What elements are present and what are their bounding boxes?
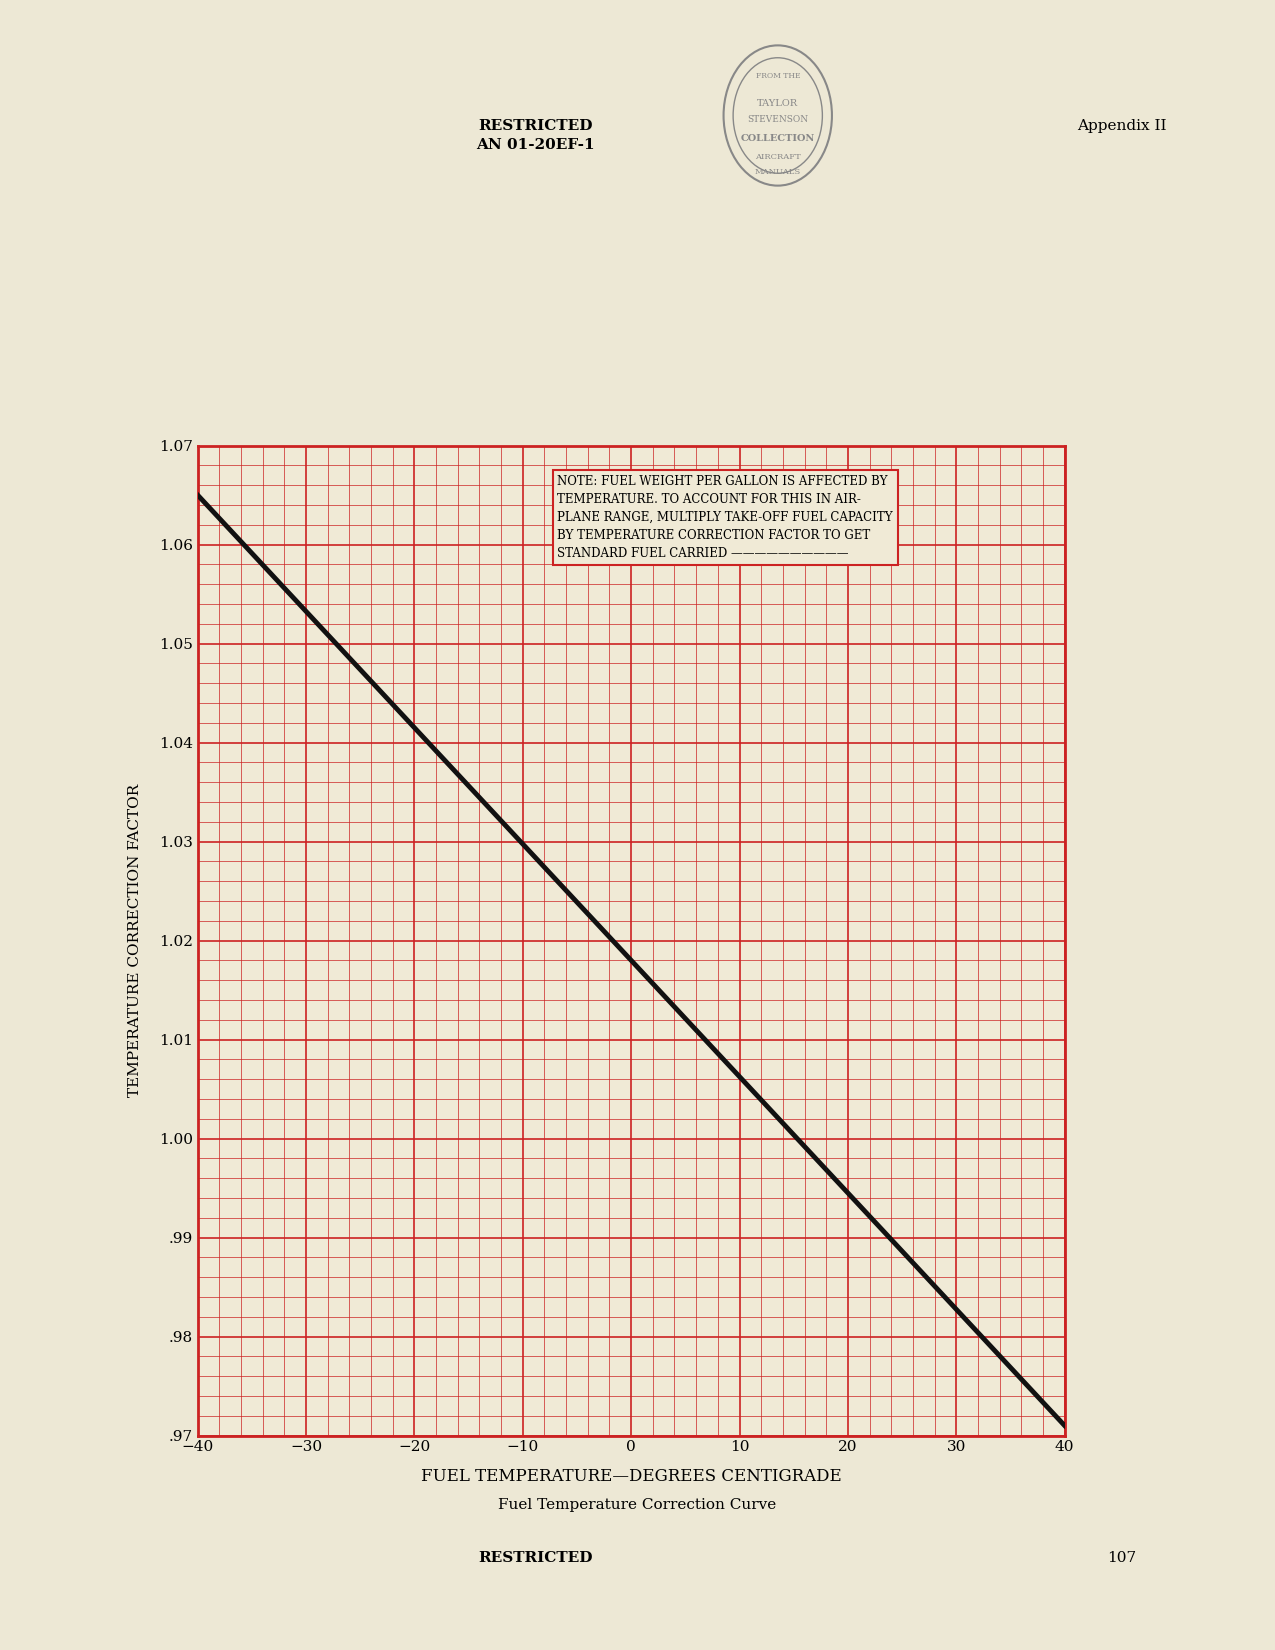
Text: 107: 107 (1108, 1551, 1136, 1564)
Text: COLLECTION: COLLECTION (741, 134, 815, 144)
Text: STEVENSON: STEVENSON (747, 116, 808, 124)
Text: Appendix II: Appendix II (1077, 119, 1167, 132)
Text: RESTRICTED
AN 01-20EF-1: RESTRICTED AN 01-20EF-1 (476, 119, 595, 152)
Text: AIRCRAFT: AIRCRAFT (755, 153, 801, 160)
Text: RESTRICTED: RESTRICTED (478, 1551, 593, 1564)
Text: MANUALS: MANUALS (755, 168, 801, 175)
Text: NOTE: FUEL WEIGHT PER GALLON IS AFFECTED BY
TEMPERATURE. TO ACCOUNT FOR THIS IN : NOTE: FUEL WEIGHT PER GALLON IS AFFECTED… (557, 475, 892, 561)
Y-axis label: TEMPERATURE CORRECTION FACTOR: TEMPERATURE CORRECTION FACTOR (128, 784, 142, 1097)
Text: FROM THE: FROM THE (756, 73, 799, 79)
Text: Fuel Temperature Correction Curve: Fuel Temperature Correction Curve (499, 1498, 776, 1511)
Text: TAYLOR: TAYLOR (757, 99, 798, 107)
X-axis label: FUEL TEMPERATURE—DEGREES CENTIGRADE: FUEL TEMPERATURE—DEGREES CENTIGRADE (421, 1468, 842, 1485)
